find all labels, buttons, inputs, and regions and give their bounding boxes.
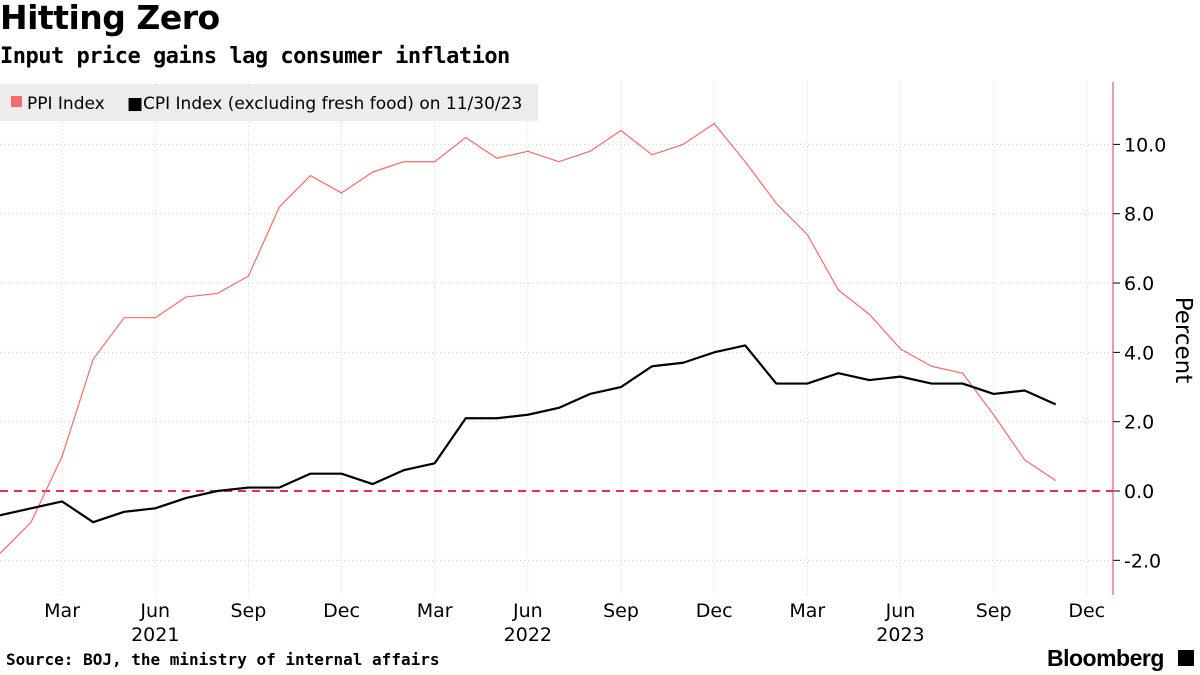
bloomberg-logo-icon [1178, 650, 1194, 666]
x-tick-label: Sep [976, 600, 1012, 622]
x-tick-label: Mar [417, 600, 453, 622]
chart-subtitle: Input price gains lag consumer inflation [0, 44, 510, 69]
bloomberg-logo: Bloomberg [1047, 645, 1164, 671]
legend-label-ppi: PPI Index [27, 94, 105, 114]
x-tick-label: Dec [1068, 600, 1105, 622]
y-tick-label: 2.0 [1124, 412, 1154, 434]
legend-swatch-ppi [11, 96, 22, 107]
legend-background [0, 84, 538, 121]
legend-swatch-cpi: ■ [127, 94, 143, 114]
y-tick-label: 10.0 [1124, 134, 1166, 156]
y-tick-label: 4.0 [1124, 342, 1154, 364]
y-tick-label: -2.0 [1124, 550, 1161, 572]
chart-title: Hitting Zero [0, 0, 220, 37]
legend: PPI Index ■ CPI Index (excluding fresh foo… [0, 84, 538, 121]
gridlines [0, 82, 1113, 595]
x-year-label: 2022 [504, 624, 552, 646]
y-tick-label: 8.0 [1124, 204, 1154, 226]
x-tick-label: Mar [789, 600, 825, 622]
x-tick-label: Sep [603, 600, 639, 622]
series-lines [0, 122, 1057, 554]
legend-label-cpi: CPI Index (excluding fresh food) on 11/3… [143, 94, 522, 114]
ppi-line [0, 122, 1057, 554]
x-year-label: 2021 [131, 624, 179, 646]
x-tick-label: Dec [696, 600, 733, 622]
x-tick-label: Dec [323, 600, 360, 622]
x-year-label: 2023 [876, 624, 924, 646]
source-note: Source: BOJ, the ministry of internal af… [6, 650, 440, 669]
x-tick-label: Jun [512, 600, 543, 622]
y-tick-label: 6.0 [1124, 273, 1154, 295]
y-axis-label: Percent [1170, 297, 1196, 384]
y-tick-label: 0.0 [1124, 481, 1154, 503]
x-tick-label: Jun [139, 600, 170, 622]
axes: -2.0 0.0 2.0 4.0 6.0 8.0 10.0 Mar Jun Sep Dec Mar Ju… [44, 82, 1196, 646]
x-tick-label: Sep [230, 600, 266, 622]
cpi-line [0, 344, 1057, 524]
x-tick-label: Mar [44, 600, 80, 622]
x-tick-label: Jun [885, 600, 916, 622]
